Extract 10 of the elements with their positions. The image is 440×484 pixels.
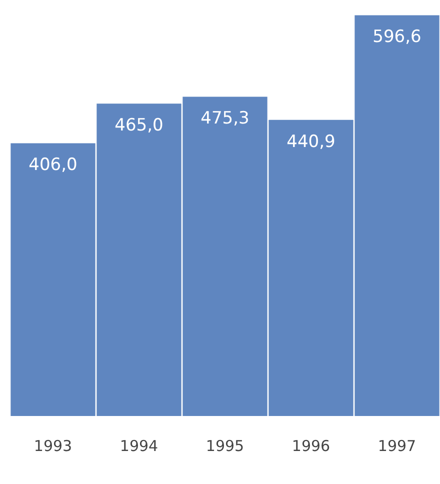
data-label: 465,0 — [114, 116, 164, 136]
x-tick-label: 1994 — [120, 436, 158, 455]
x-tick-label: 1993 — [34, 436, 72, 455]
data-label: 406,0 — [28, 155, 78, 176]
x-tick-label: 1997 — [378, 436, 416, 455]
x-tick-label: 1996 — [292, 436, 330, 455]
data-label: 440,9 — [286, 132, 336, 152]
data-label: 475,3 — [200, 108, 250, 129]
x-tick-label: 1995 — [206, 436, 244, 455]
data-label: 596,6 — [372, 27, 422, 48]
